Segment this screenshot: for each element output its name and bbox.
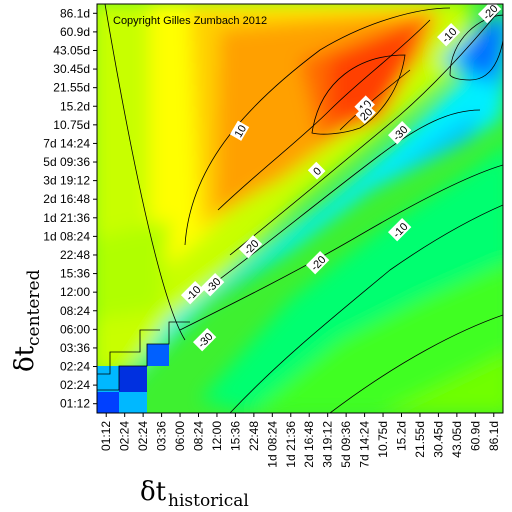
y-tick-label: 15:36	[60, 267, 90, 281]
cell-block	[119, 366, 147, 394]
plot-area: 10 0 -20 -10 -30 10	[97, 4, 503, 413]
cell-block	[97, 392, 119, 413]
y-tick-label: 15.2d	[60, 99, 90, 113]
y-tick-label: 03:36	[60, 341, 90, 355]
x-tick-label: 12:00	[210, 421, 224, 451]
y-tick-label: 12:00	[60, 285, 90, 299]
x-tick-label: 2d 16:48	[302, 421, 316, 468]
y-tick-label: 2d 16:48	[43, 192, 90, 206]
y-tick-label: 02:24	[60, 378, 90, 392]
x-tick-label: 03:36	[155, 421, 169, 451]
contour-lines	[97, 4, 503, 413]
cell-block	[147, 344, 169, 366]
contour-label: 10	[229, 120, 250, 141]
x-tick-label: 01:12	[99, 421, 113, 451]
x-tick-label: 15.2d	[395, 421, 409, 451]
x-tick-label: 21.55d	[413, 421, 427, 458]
copyright-text: Copyright Gilles Zumbach 2012	[113, 15, 267, 27]
y-axis-subscript: centered	[24, 269, 44, 346]
x-axis-ticks: 01:12 02:24 02:24 03:36 06:00 08:24 12:00 15:36…	[99, 413, 501, 468]
y-tick-label: 43.05d	[53, 43, 90, 57]
y-tick-label: 1d 21:36	[43, 211, 90, 225]
x-axis-title: δt historical	[140, 477, 249, 511]
x-tick-label: 1d 21:36	[284, 421, 298, 468]
cell-block	[119, 392, 147, 413]
y-tick-label: 02:24	[60, 360, 90, 374]
y-tick-label: 86.1d	[60, 6, 90, 20]
x-tick-label: 08:24	[192, 421, 206, 451]
x-tick-label: 3d 19:12	[321, 421, 335, 468]
y-tick-label: 7d 14:24	[43, 136, 90, 150]
y-axis-title: δt centered	[10, 269, 44, 372]
x-tick-label: 02:24	[136, 421, 150, 451]
x-tick-label: 10.75d	[376, 421, 390, 458]
y-tick-label: 60.9d	[60, 25, 90, 39]
y-tick-label: 30.45d	[53, 62, 90, 76]
x-tick-label: 1d 08:24	[265, 421, 279, 468]
y-tick-label: 10.75d	[53, 118, 90, 132]
y-axis-symbol: δt	[10, 345, 40, 372]
x-tick-label: 86.1d	[487, 421, 501, 451]
y-axis-ticks: 01:12 02:24 02:24 03:36 06:00 08:24 12:00 15:36…	[43, 6, 97, 411]
x-tick-label: 7d 14:24	[358, 421, 372, 468]
y-tick-label: 1d 08:24	[43, 229, 90, 243]
contour-label: 0	[307, 161, 326, 180]
y-tick-label: 3d 19:12	[43, 174, 90, 188]
heatmap-field	[97, 4, 503, 413]
y-tick-label: 21.55d	[53, 81, 90, 95]
x-tick-label: 5d 09:36	[339, 421, 353, 468]
y-tick-label: 08:24	[60, 304, 90, 318]
y-tick-label: 5d 09:36	[43, 155, 90, 169]
x-tick-label: 60.9d	[468, 421, 482, 451]
plot-frame	[96, 3, 504, 414]
x-tick-label: 15:36	[228, 421, 242, 451]
x-axis-subscript: historical	[168, 491, 249, 511]
x-axis-symbol: δt	[140, 477, 167, 507]
cell-block	[97, 366, 119, 392]
y-tick-label: 01:12	[60, 397, 90, 411]
x-tick-label: 30.45d	[431, 421, 445, 458]
svg-text:10: 10	[233, 123, 250, 140]
y-tick-label: 22:48	[60, 248, 90, 262]
x-tick-label: 06:00	[173, 421, 187, 451]
x-tick-label: 22:48	[247, 421, 261, 451]
y-tick-label: 06:00	[60, 322, 90, 336]
x-tick-label: 02:24	[118, 421, 132, 451]
x-tick-label: 43.05d	[450, 421, 464, 458]
